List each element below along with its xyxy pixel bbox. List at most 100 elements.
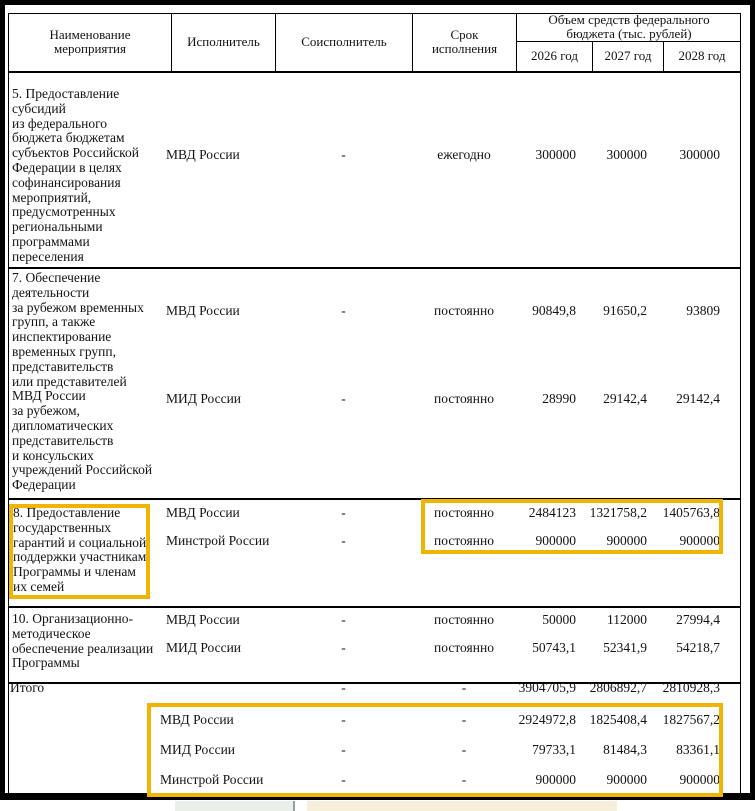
- breakdown-mvd-label: МВД России: [160, 712, 234, 727]
- breakdown-mid-2027: 81484,3: [603, 742, 647, 757]
- row5-value-2027: 300000: [606, 147, 648, 162]
- row10-value2-2026: 50743,1: [532, 640, 576, 655]
- grid-line-right: [740, 13, 741, 793]
- grid-line-sec7-bottom: [8, 498, 741, 500]
- row7-value1-2027: 91650,2: [603, 303, 647, 318]
- breakdown-minstroy-label: Минстрой России: [160, 772, 264, 787]
- header-coexecutor: Соисполнитель: [301, 33, 387, 49]
- row10-term-1: постоянно: [434, 612, 494, 627]
- header-executor: Исполнитель: [187, 33, 260, 49]
- grid-line-total-top: [8, 682, 741, 684]
- row7-coexecutor-1: -: [341, 303, 346, 318]
- breakdown-minstroy-2027: 900000: [606, 772, 648, 787]
- highlight-box-row8-name: [9, 504, 150, 599]
- row7-value2-2027: 29142,4: [603, 391, 647, 406]
- breakdown-mid-term: -: [461, 742, 467, 757]
- total-value-2028: 2810928,3: [662, 680, 720, 695]
- grid-line-budget-divider: [516, 41, 741, 42]
- breakdown-mid-coexecutor: -: [341, 742, 346, 757]
- grid-line-col1: [171, 13, 172, 71]
- row8-value2-2026: 900000: [535, 533, 577, 548]
- row8-value1-2028: 1405763,8: [662, 505, 720, 520]
- total-value-2027: 2806892,7: [589, 680, 647, 695]
- breakdown-mvd-term: -: [461, 712, 467, 727]
- row8-value2-2027: 900000: [606, 533, 648, 548]
- grid-line-year2: [663, 41, 664, 71]
- grid-line-col4: [516, 13, 517, 71]
- breakdown-mvd-2028: 1827567,2: [662, 712, 720, 727]
- header-year-2027: 2027 год: [604, 47, 652, 63]
- row7-value2-2028: 29142,4: [676, 391, 720, 406]
- row7-value1-2026: 90849,8: [532, 303, 576, 318]
- breakdown-minstroy-coexecutor: -: [341, 772, 346, 787]
- grid-line-col3: [412, 13, 413, 71]
- row10-value2-2027: 52341,9: [603, 640, 647, 655]
- breakdown-mid-label: МИД России: [160, 742, 236, 757]
- total-label: Итого: [10, 680, 45, 695]
- row8-term-2: постоянно: [434, 533, 494, 548]
- breakdown-minstroy-term: -: [461, 772, 467, 787]
- total-coexecutor: -: [341, 680, 346, 695]
- grid-line-sec8-bottom: [8, 606, 741, 608]
- row5-coexecutor: -: [341, 147, 346, 162]
- header-activity: Наименование мероприятия: [49, 26, 131, 56]
- row10-value2-2028: 54218,7: [676, 640, 720, 655]
- breakdown-mvd-coexecutor: -: [341, 712, 346, 727]
- grid-line-sec5-bottom: [8, 267, 741, 269]
- highlight-box-breakdown: [147, 703, 723, 797]
- row10-value1-2027: 112000: [607, 612, 647, 627]
- grid-line-col2: [275, 13, 276, 71]
- row10-term-2: постоянно: [434, 640, 494, 655]
- row5-value-2028: 300000: [679, 147, 721, 162]
- row10-executor-2: МИД России: [166, 640, 242, 655]
- row8-activity-name: 8. Предоставление государственных гарант…: [13, 505, 147, 594]
- row7-term-2: постоянно: [434, 391, 494, 406]
- background-strip-green: [175, 801, 293, 811]
- breakdown-minstroy-2028: 900000: [679, 772, 721, 787]
- row7-value2-2026: 28990: [542, 391, 576, 406]
- highlight-box-row8-values: [421, 499, 723, 554]
- row5-executor: МВД России: [166, 147, 240, 162]
- row7-activity-name: 7. Обеспечение деятельности за рубежом в…: [12, 270, 153, 493]
- row8-value1-2027: 1321758,2: [589, 505, 647, 520]
- row10-coexecutor-2: -: [341, 640, 346, 655]
- row7-coexecutor-2: -: [341, 391, 346, 406]
- breakdown-mid-2026: 79733,1: [532, 742, 576, 757]
- row8-executor-2: Минстрой России: [166, 533, 270, 548]
- header-term: Срок исполнения: [431, 26, 498, 56]
- row8-executor-1: МВД России: [166, 505, 240, 520]
- row8-coexecutor-2: -: [341, 533, 346, 548]
- total-term: -: [461, 680, 467, 695]
- row10-value1-2028: 27994,4: [676, 612, 720, 627]
- background-strip-divider: [293, 801, 295, 811]
- row8-term-1: постоянно: [434, 505, 494, 520]
- row7-value1-2028: 93809: [686, 303, 720, 318]
- row10-activity-name: 10. Организационно- методическое обеспеч…: [12, 611, 154, 671]
- background-strip-cream: [307, 801, 617, 811]
- row7-executor-1: МВД России: [166, 303, 240, 318]
- breakdown-mvd-2027: 1825408,4: [589, 712, 647, 727]
- row5-value-2026: 300000: [535, 147, 577, 162]
- grid-line-left: [8, 13, 9, 793]
- breakdown-mid-2028: 83361,1: [676, 742, 720, 757]
- breakdown-mvd-2026: 2924972,8: [518, 712, 576, 727]
- row10-coexecutor-1: -: [341, 612, 346, 627]
- row8-value2-2028: 900000: [679, 533, 721, 548]
- row10-value1-2026: 50000: [542, 612, 576, 627]
- total-value-2026: 3904705,9: [518, 680, 576, 695]
- row8-value1-2026: 2484123: [528, 505, 576, 520]
- breakdown-minstroy-2026: 900000: [535, 772, 577, 787]
- grid-line-year1: [592, 41, 593, 71]
- grid-line-header-bottom: [8, 71, 741, 73]
- row7-term-1: постоянно: [434, 303, 494, 318]
- row10-executor-1: МВД России: [166, 612, 240, 627]
- row5-activity-name: 5. Предоставление субсидий из федерально…: [12, 86, 140, 264]
- row8-coexecutor-1: -: [341, 505, 346, 520]
- row7-executor-2: МИД России: [166, 391, 242, 406]
- header-year-2026: 2026 год: [531, 47, 578, 63]
- grid-line-header-top: [8, 13, 741, 14]
- row5-term: ежегодно: [437, 147, 491, 162]
- header-year-2028: 2028 год: [678, 47, 726, 63]
